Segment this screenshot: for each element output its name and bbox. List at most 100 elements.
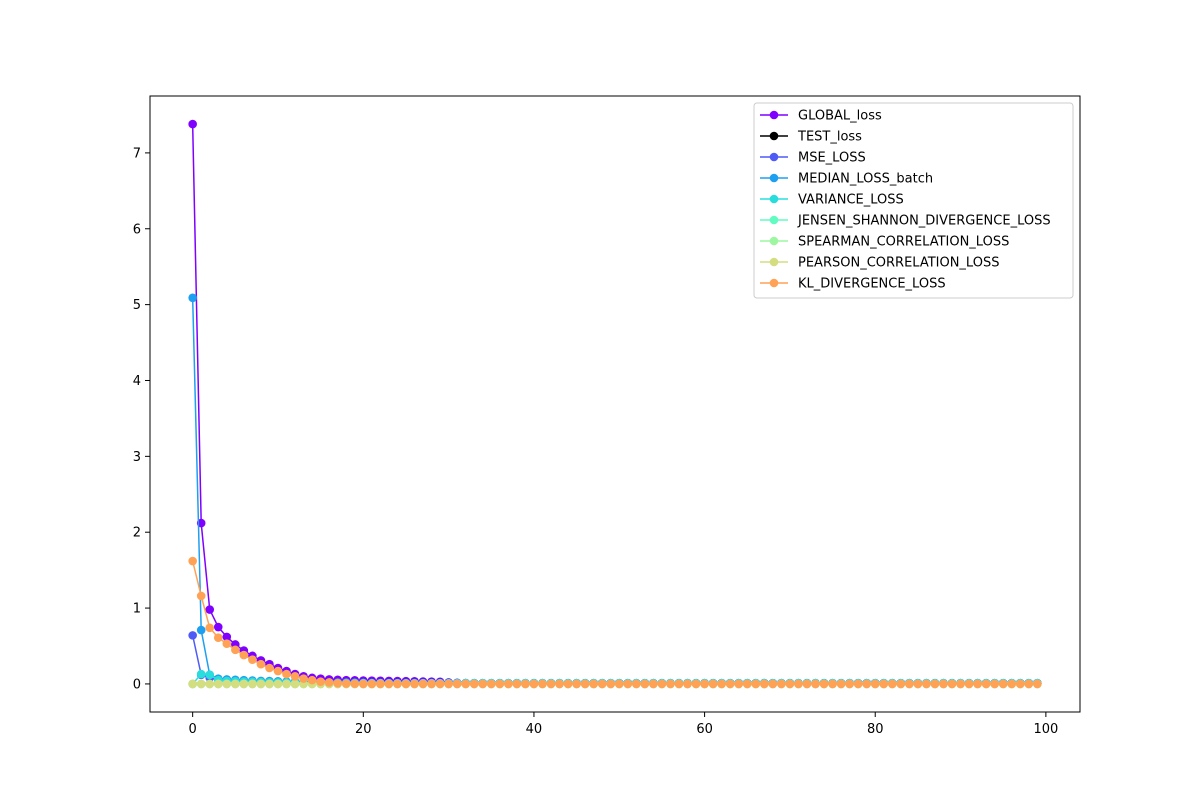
- data-point: [205, 670, 215, 680]
- data-point: [427, 679, 436, 689]
- legend-entry-mse-loss: MSE_LOSS: [760, 151, 866, 166]
- data-point: [239, 679, 249, 689]
- legend-label: GLOBAL_loss: [798, 109, 882, 124]
- data-point: [196, 669, 206, 679]
- data-point: [717, 679, 726, 689]
- legend-marker: [769, 173, 779, 183]
- data-point: [410, 679, 419, 689]
- data-point: [188, 293, 197, 303]
- data-point: [512, 679, 522, 689]
- data-point: [231, 645, 240, 655]
- data-point: [529, 679, 539, 689]
- data-point: [811, 679, 820, 689]
- data-point: [742, 679, 752, 689]
- data-point: [205, 679, 215, 689]
- data-point: [836, 679, 846, 689]
- x-tick-label: 40: [526, 722, 543, 737]
- data-point: [708, 679, 718, 689]
- data-point: [290, 679, 300, 689]
- data-point: [802, 679, 812, 689]
- data-point: [273, 666, 283, 676]
- data-point: [188, 631, 197, 640]
- y-tick-label: 6: [133, 222, 141, 237]
- data-point: [555, 679, 564, 689]
- data-point: [683, 679, 692, 689]
- series-layer: [188, 119, 1042, 689]
- legend-marker: [769, 152, 779, 162]
- data-point: [196, 591, 206, 601]
- x-tick-label: 80: [867, 722, 884, 737]
- y-tick-label: 5: [133, 298, 141, 313]
- data-point: [998, 679, 1008, 689]
- data-point: [905, 679, 914, 689]
- data-point: [265, 663, 274, 673]
- x-tick-label: 60: [696, 722, 713, 737]
- legend-marker: [769, 236, 779, 246]
- data-point: [725, 679, 735, 689]
- data-point: [657, 679, 667, 689]
- legend-label: TEST_loss: [797, 130, 862, 145]
- data-point: [666, 679, 675, 689]
- data-point: [350, 679, 360, 688]
- data-point: [188, 679, 197, 689]
- y-tick-label: 0: [133, 677, 141, 692]
- data-point: [538, 679, 547, 689]
- legend-label: SPEARMAN_CORRELATION_LOSS: [798, 235, 1009, 250]
- legend-marker: [769, 278, 779, 288]
- data-point: [359, 679, 368, 689]
- legend-label: KL_DIVERGENCE_LOSS: [798, 277, 946, 292]
- y-tick-label: 3: [133, 450, 141, 465]
- data-point: [819, 679, 829, 689]
- data-point: [1015, 679, 1025, 689]
- data-point: [478, 679, 488, 689]
- data-point: [922, 679, 931, 689]
- data-point: [760, 679, 769, 689]
- data-point: [435, 679, 445, 689]
- data-point: [196, 679, 206, 689]
- data-point: [401, 679, 411, 689]
- data-point: [589, 679, 598, 689]
- data-point: [947, 679, 957, 689]
- data-point: [649, 679, 658, 689]
- data-point: [452, 679, 462, 689]
- data-point: [205, 623, 215, 633]
- data-point: [913, 679, 923, 689]
- data-point: [521, 679, 530, 689]
- data-point: [981, 679, 991, 689]
- y-tick-label: 1: [133, 602, 141, 617]
- data-point: [196, 625, 206, 635]
- data-point: [785, 679, 795, 689]
- data-point: [256, 679, 266, 689]
- x-axis: 0 20 40 60 80 100: [189, 712, 1058, 737]
- data-point: [546, 679, 556, 689]
- data-point: [205, 605, 215, 614]
- data-point: [188, 119, 197, 129]
- legend-entry-pearson-correlation-loss: PEARSON_CORRELATION_LOSS: [760, 256, 999, 271]
- data-point: [504, 679, 513, 689]
- data-point: [188, 556, 197, 566]
- data-point: [393, 679, 402, 689]
- data-point: [231, 679, 240, 689]
- data-point: [563, 679, 573, 689]
- series-kl-divergence-loss: [188, 556, 1042, 689]
- data-point: [418, 679, 428, 689]
- data-point: [248, 655, 257, 664]
- data-point: [674, 679, 684, 689]
- data-point: [333, 678, 343, 688]
- data-point: [1024, 679, 1034, 689]
- y-tick-label: 4: [133, 374, 141, 389]
- data-point: [444, 679, 453, 689]
- data-point: [367, 679, 377, 689]
- data-point: [213, 622, 223, 632]
- data-point: [265, 679, 274, 689]
- data-point: [794, 679, 803, 689]
- x-tick-label: 20: [355, 722, 372, 737]
- data-point: [222, 679, 232, 689]
- legend-label: JENSEN_SHANNON_DIVERGENCE_LOSS: [797, 214, 1051, 229]
- data-point: [828, 679, 837, 689]
- legend-entry-kl-divergence-loss: KL_DIVERGENCE_LOSS: [760, 277, 946, 292]
- data-point: [290, 672, 300, 681]
- y-tick-label: 2: [133, 526, 141, 541]
